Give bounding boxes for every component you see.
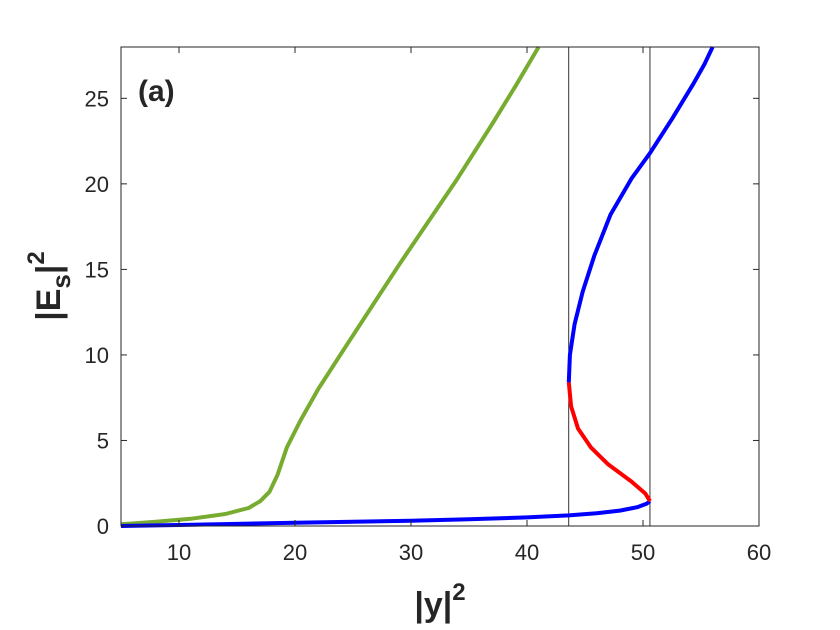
x-axis-title: |y|2 bbox=[414, 579, 465, 624]
y-axis-title-tail: | bbox=[30, 265, 68, 275]
x-tick-label-30: 30 bbox=[399, 540, 423, 565]
vertical-lines bbox=[568, 47, 651, 526]
y-axis-title-sup: 2 bbox=[23, 251, 50, 264]
x-tick-label-20: 20 bbox=[283, 540, 307, 565]
x-tick-label-60: 60 bbox=[747, 540, 771, 565]
y-tick-label-10: 10 bbox=[85, 343, 109, 368]
x-tick-label-50: 50 bbox=[631, 540, 655, 565]
x-axis-title-sup: 2 bbox=[452, 579, 465, 606]
y-tick-label-15: 15 bbox=[85, 257, 109, 282]
ticks: 10 20 30 40 50 60 0 5 10 15 20 25 bbox=[85, 47, 771, 565]
y-axis-title-sub: s bbox=[46, 274, 76, 288]
series-4-blue-line bbox=[566, 46, 715, 383]
x-tick-label-10: 10 bbox=[167, 540, 191, 565]
y-axis-title: |Es|2 bbox=[23, 251, 76, 321]
y-axis-title-base: |E bbox=[30, 289, 68, 321]
series-3-red-line bbox=[566, 382, 652, 503]
series-layer bbox=[120, 45, 715, 528]
y-tick-label-5: 5 bbox=[97, 428, 109, 453]
y-tick-label-0: 0 bbox=[97, 514, 109, 539]
x-axis-title-base: |y| bbox=[414, 586, 452, 624]
panel-label: (a) bbox=[138, 75, 175, 108]
x-tick-label-40: 40 bbox=[515, 540, 539, 565]
series-1-green-line bbox=[120, 45, 541, 527]
y-tick-label-20: 20 bbox=[85, 172, 109, 197]
y-tick-label-25: 25 bbox=[85, 86, 109, 111]
series-2-blue-line bbox=[120, 499, 652, 528]
plot-frame bbox=[120, 46, 760, 527]
plot-area bbox=[121, 47, 759, 526]
